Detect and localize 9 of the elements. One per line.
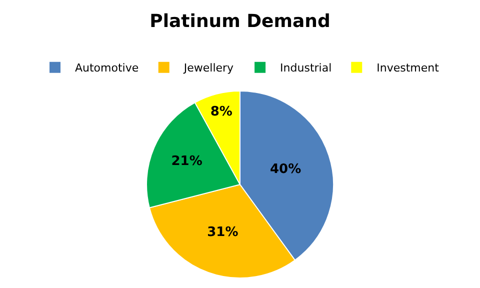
data-label: 21% (171, 154, 202, 169)
legend-label: Jewellery (182, 62, 234, 75)
legend-label: Investment (376, 62, 440, 75)
data-label: 8% (210, 104, 232, 120)
data-label: 31% (207, 225, 238, 240)
legend-label: Industrial (280, 62, 332, 75)
data-label: 40% (270, 162, 302, 178)
chart-title: Platinum Demand (150, 11, 330, 32)
legend-label: Automotive (75, 62, 139, 75)
